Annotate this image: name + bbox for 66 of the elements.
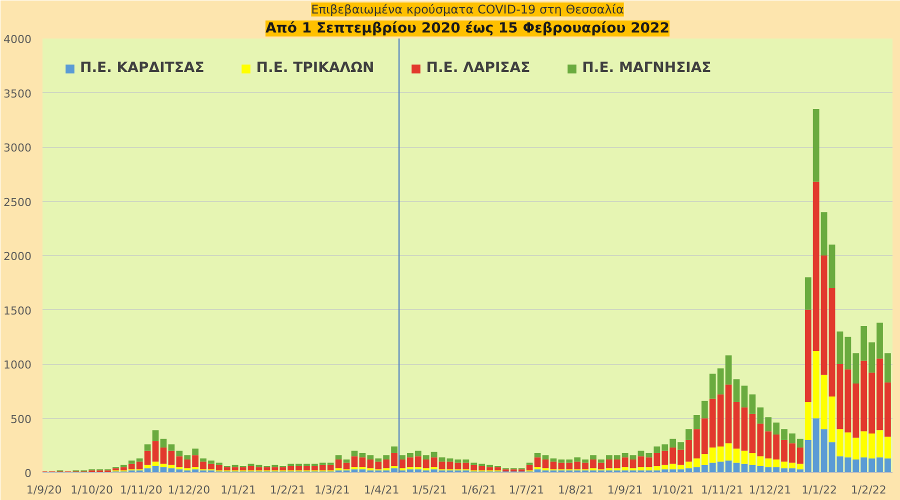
y-tick-label: 0 — [24, 467, 32, 480]
bar — [733, 379, 740, 402]
x-tick-label: 1/5/21 — [412, 484, 447, 496]
bar — [120, 464, 127, 468]
bar — [590, 455, 596, 460]
x-tick-label: 1/9/20 — [26, 484, 62, 496]
bar — [828, 244, 836, 288]
bar — [152, 441, 159, 462]
x-tick-label: 1/7/21 — [508, 484, 544, 496]
x-tick-label: 1/4/21 — [364, 484, 400, 496]
x-tick-label: 1/8/21 — [558, 484, 594, 496]
bar — [733, 402, 740, 449]
chart-subtitle: Από 1 Σεπτεμβρίου 2020 έως 15 Φεβρουαρίου 2022 — [265, 20, 670, 36]
bar — [638, 467, 644, 470]
x-tick-label: 1/3/21 — [314, 484, 350, 496]
x-tick-label: 1/2/22 — [850, 484, 886, 496]
bar — [391, 446, 398, 453]
x-tick-label: 1/11/20 — [120, 484, 162, 496]
bar — [335, 455, 342, 460]
bar — [391, 466, 398, 468]
bar — [828, 396, 836, 442]
bar — [828, 442, 836, 472]
legend-label: Π.Ε. ΜΑΓΝΗΣΙΑΣ — [582, 60, 712, 76]
bar — [598, 459, 604, 463]
bar — [646, 452, 652, 458]
y-tick-label: 2000 — [4, 250, 32, 263]
x-tick-label: 1/11/21 — [700, 484, 744, 496]
bar — [733, 462, 740, 472]
bar — [733, 448, 740, 463]
x-tick-label: 1/10/20 — [70, 484, 114, 496]
bar — [351, 456, 358, 468]
chart-title: Επιβεβαιωμένα κρούσματα COVID-19 στη Θεσσαλία — [311, 2, 624, 16]
bar — [192, 448, 198, 456]
y-tick-label: 2500 — [4, 196, 32, 209]
y-tick-label: 1000 — [4, 358, 32, 372]
bar — [152, 462, 159, 466]
legend-label: Π.Ε. ΛΑΡΙΣΑΣ — [426, 60, 530, 76]
y-tick-label: 3000 — [4, 142, 32, 154]
x-tick-label: 1/1/21 — [220, 484, 256, 496]
bar — [542, 459, 549, 468]
bar — [144, 444, 151, 451]
x-tick-label: 1/10/21 — [652, 484, 694, 496]
x-tick-label: 1/6/21 — [460, 484, 496, 496]
legend-label: Π.Ε. ΤΡΙΚΑΛΩΝ — [256, 60, 374, 76]
x-tick-label: 1/12/20 — [168, 484, 210, 496]
x-tick-label: 1/9/21 — [607, 484, 643, 496]
bar — [534, 452, 541, 458]
y-tick-label: 500 — [10, 412, 32, 426]
y-tick-label: 1500 — [4, 304, 32, 318]
bar — [152, 430, 159, 442]
x-tick-label: 1/12/21 — [748, 484, 792, 496]
bar — [820, 212, 828, 256]
x-tick-label: 1/1/22 — [802, 484, 837, 496]
legend-label: Π.Ε. ΚΑΡΔΙΤΣΑΣ — [80, 60, 204, 76]
x-tick-label: 1/2/21 — [270, 484, 306, 496]
bar — [804, 277, 812, 310]
bar — [638, 456, 644, 468]
bar — [686, 429, 692, 440]
bar — [812, 109, 820, 182]
bar — [542, 455, 549, 460]
bar — [248, 466, 254, 470]
bar — [828, 288, 836, 397]
bar — [256, 467, 262, 470]
bar — [446, 462, 454, 470]
y-tick-label: 3500 — [4, 87, 32, 100]
y-tick-label: 4000 — [4, 33, 32, 46]
